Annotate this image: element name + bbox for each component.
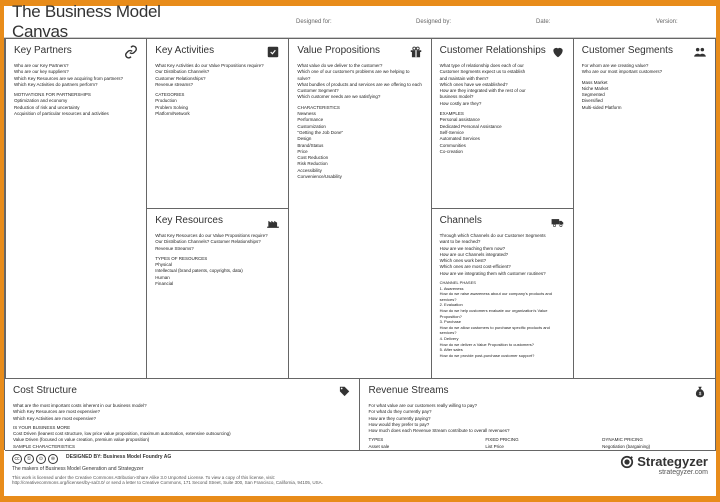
cs-sub: Mass Market Niche Market Segmented Diver… — [582, 80, 707, 111]
rev-title: Revenue Streams — [368, 385, 448, 396]
ch-sub: CHANNEL PHASES 1. Awareness How do we ra… — [440, 280, 565, 358]
cell-key-activities: Key Activities What Key Activities do ou… — [147, 39, 289, 209]
kp-questions: Who are our Key Partners? Who are our ke… — [14, 63, 138, 88]
cc-nd-icon: ⊜ — [48, 454, 58, 464]
main-title: The Business Model Canvas — [4, 2, 186, 42]
svg-text:$: $ — [699, 391, 702, 396]
cell-revenue-streams: Revenue Streams $ For what value are our… — [360, 379, 716, 451]
meta-designed-for: Designed for: — [296, 19, 356, 25]
kr-title: Key Resources — [155, 215, 223, 226]
header-meta: Designed for: Designed by: Date: Version… — [296, 19, 716, 25]
cell-customer-segments: Customer Segments For whom are we creati… — [574, 39, 716, 379]
cell-customer-relationships: Customer Relationships What type of rela… — [432, 39, 574, 209]
tag-icon — [337, 385, 351, 399]
crs-sub: EXAMPLES Personal assistance Dedicated P… — [440, 111, 565, 155]
cost-title: Cost Structure — [13, 385, 77, 396]
heart-icon — [551, 45, 565, 59]
crs-questions: What type of relationship does each of o… — [440, 63, 565, 107]
link-icon — [124, 45, 138, 59]
cc-icon: cc — [12, 454, 22, 464]
cc-icons: cc ① ⊙ ⊜ DESIGNED BY: Business Model Fou… — [12, 454, 323, 464]
crs-title: Customer Relationships — [440, 45, 546, 56]
footer-url: strategyzer.com — [659, 469, 708, 476]
vp-title: Value Propositions — [297, 45, 380, 56]
rev-fixed: FIXED PRICING List Price Product feature… — [485, 437, 590, 451]
ka-questions: What Key Activities do our Value Proposi… — [155, 63, 280, 88]
kp-title: Key Partners — [14, 45, 72, 56]
meta-designed-by: Designed by: — [416, 19, 476, 25]
header: The Business Model Canvas Designed for: … — [4, 6, 716, 38]
kr-questions: What Key Resources do our Value Proposit… — [155, 233, 280, 252]
ch-title: Channels — [440, 215, 482, 226]
rev-questions: For what value are our customers really … — [368, 403, 707, 434]
bmc-grid: Key Partners Who are our Key Partners? W… — [4, 38, 716, 450]
ka-title: Key Activities — [155, 45, 214, 56]
vp-sub: CHARACTERISTICS Newness Performance Cust… — [297, 105, 422, 181]
truck-icon — [551, 215, 565, 229]
cc-sa-icon: ⊙ — [36, 454, 46, 464]
ch-questions: Through which Channels do our Customer S… — [440, 233, 565, 277]
vp-questions: What value do we deliver to the customer… — [297, 63, 422, 101]
footer: cc ① ⊙ ⊜ DESIGNED BY: Business Model Fou… — [4, 450, 716, 496]
cell-channels: Channels Through which Channels do our C… — [432, 209, 574, 379]
footer-license: This work is licensed under the Creative… — [12, 475, 323, 485]
cost-questions: What are the most important costs inhere… — [13, 403, 351, 422]
check-icon — [266, 45, 280, 59]
cost-sub: IS YOUR BUSINESS MORE Cost Driven (leane… — [13, 425, 351, 451]
cs-questions: For whom are we creating value? Who are … — [582, 63, 707, 76]
canvas-container: The Business Model Canvas Designed for: … — [4, 6, 716, 496]
ka-sub: CATEGORIES Production Problem Solving Pl… — [155, 92, 280, 117]
kp-sub: MOTIVATIONS FOR PARTNERSHIPS Optimizatio… — [14, 92, 138, 117]
cc-by-icon: ① — [24, 454, 34, 464]
rev-dynamic: DYNAMIC PRICING Negotiation (bargaining)… — [602, 437, 707, 451]
cell-value-propositions: Value Propositions What value do we deli… — [289, 39, 431, 379]
cell-key-resources: Key Resources What Key Resources do our … — [147, 209, 289, 379]
strategyzer-logo: Strategyzer — [620, 454, 708, 469]
cell-key-partners: Key Partners Who are our Key Partners? W… — [5, 39, 147, 379]
gift-icon — [409, 45, 423, 59]
footer-credit: The makers of Business Model Generation … — [12, 466, 323, 472]
kr-sub: TYPES OF RESOURCES Physical Intellectual… — [155, 256, 280, 287]
cell-cost-structure: Cost Structure What are the most importa… — [5, 379, 360, 451]
moneybag-icon: $ — [693, 385, 707, 399]
factory-icon — [266, 215, 280, 229]
footer-left: cc ① ⊙ ⊜ DESIGNED BY: Business Model Fou… — [12, 454, 323, 485]
footer-designed-by: DESIGNED BY: Business Model Foundry AG — [66, 454, 171, 464]
meta-date: Date: — [536, 19, 596, 25]
meta-version: Version: — [656, 19, 716, 25]
logo-text: Strategyzer — [637, 454, 708, 469]
footer-right: Strategyzer strategyzer.com — [620, 454, 708, 476]
rev-types: TYPES Asset sale Usage fee Subscription … — [368, 437, 473, 451]
cs-title: Customer Segments — [582, 45, 673, 56]
logo-icon — [620, 455, 634, 469]
people-icon — [693, 45, 707, 59]
